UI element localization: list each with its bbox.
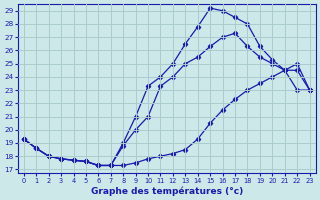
X-axis label: Graphe des températures (°c): Graphe des températures (°c) <box>91 186 243 196</box>
